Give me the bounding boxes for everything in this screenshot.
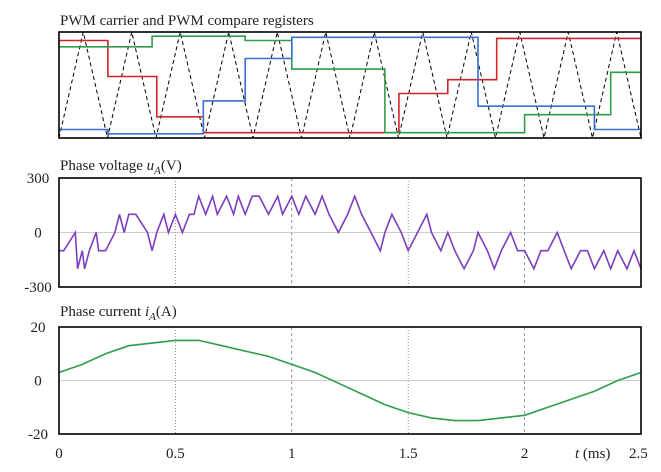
panel-current-y-ticks: 20 0 -20 (28, 320, 48, 443)
x-axis-label: t (ms) (575, 446, 610, 462)
panel-current-plot-area (58, 327, 642, 434)
y-tick-label: -20 (28, 427, 48, 443)
panel-voltage-y-ticks: 300 0 -300 (24, 171, 52, 296)
y-tick-label: 20 (31, 320, 46, 336)
x-tick-label: 2.5 (629, 446, 648, 462)
y-tick-label: 0 (34, 374, 42, 390)
pwm-carrier-line (58, 31, 642, 139)
panel-voltage-title-unit: (V) (161, 158, 182, 174)
panel-current-title-subscript: A (148, 311, 156, 323)
panel-voltage-title-symbol: u (147, 158, 155, 174)
x-tick-label: 1.5 (399, 446, 418, 462)
panel-pwm: PWM carrier and PWM compare registers (58, 13, 642, 139)
y-tick-label: -300 (24, 280, 52, 296)
y-tick-label: 300 (27, 171, 50, 187)
panel-voltage-title-text: Phase voltage (60, 158, 147, 174)
panel-current-frame (58, 326, 642, 435)
series-line-1 (59, 193, 642, 272)
x-axis-label-unit: (ms) (579, 446, 610, 462)
y-tick-label: 0 (34, 226, 42, 242)
series-line-1 (59, 37, 641, 134)
panel-voltage-title: Phase voltage uA(V) (60, 158, 182, 177)
series-line-1 (58, 339, 642, 422)
panel-current-title-unit: (A) (156, 304, 177, 320)
panel-pwm-title: PWM carrier and PWM compare registers (60, 13, 314, 29)
x-tick-label: 0.5 (166, 446, 185, 462)
panel-voltage-plot-area (59, 178, 642, 287)
panel-voltage: Phase voltage uA(V) 300 0 -300 (24, 158, 642, 296)
panel-current-title: Phase current iA(A) (60, 304, 177, 323)
series-line-2 (59, 35, 641, 134)
panel-current-x-ticks: 0 0.5 1 1.5 2 2.5 (55, 446, 648, 462)
panel-current-title-symbol: i (145, 304, 149, 320)
panel-pwm-frame (58, 31, 642, 139)
x-axis-label-symbol: t (575, 446, 580, 462)
x-tick-label: 0 (55, 446, 63, 462)
x-tick-label: 1 (288, 446, 296, 462)
panel-voltage-title-subscript: A (153, 165, 161, 177)
series-line-3 (59, 36, 641, 135)
x-tick-label: 2 (521, 446, 529, 462)
panel-pwm-plot-area (58, 31, 642, 139)
panel-voltage-frame (58, 177, 642, 288)
panel-current-title-text: Phase current (60, 304, 145, 320)
panel-current: Phase current iA(A) 200-20 0 0.5 1 1.5 2 2.5 … (28, 304, 648, 462)
